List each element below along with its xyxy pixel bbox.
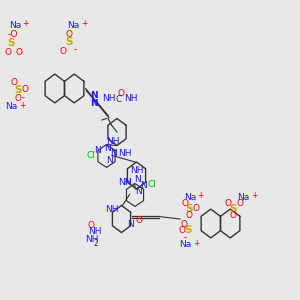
Text: +: + [19, 100, 25, 109]
Text: O: O [182, 199, 188, 208]
Text: +: + [193, 238, 199, 247]
Text: Cl: Cl [86, 152, 95, 160]
Text: NH: NH [106, 136, 120, 146]
Text: O: O [22, 85, 28, 94]
Text: +: + [22, 20, 29, 28]
Text: Na: Na [9, 21, 21, 30]
Text: N: N [104, 144, 111, 153]
Text: O: O [117, 89, 124, 98]
Text: -: - [74, 45, 77, 54]
Text: S: S [14, 85, 22, 95]
Text: -: - [22, 93, 25, 102]
Text: Na: Na [68, 21, 80, 30]
Text: S: S [65, 37, 73, 47]
Text: O: O [236, 199, 243, 208]
Text: O: O [14, 94, 21, 103]
Text: O: O [65, 30, 72, 39]
Text: -O: -O [8, 30, 18, 39]
Text: N: N [124, 178, 131, 187]
Text: O: O [4, 48, 11, 57]
Text: N: N [90, 99, 98, 108]
Text: NH: NH [85, 235, 99, 244]
Text: N: N [128, 220, 134, 229]
Text: O: O [185, 212, 192, 220]
Text: N: N [110, 149, 117, 158]
Text: Na: Na [179, 240, 192, 249]
Text: O: O [178, 226, 185, 235]
Text: NH: NH [103, 94, 116, 103]
Text: N: N [90, 91, 98, 100]
Text: N: N [136, 187, 142, 196]
Text: C: C [116, 95, 122, 104]
Text: +: + [197, 191, 204, 200]
Text: O: O [192, 204, 199, 213]
Text: +: + [251, 191, 257, 200]
Text: S: S [230, 204, 237, 214]
Text: O: O [180, 220, 187, 229]
Text: -: - [184, 233, 187, 242]
Text: NH: NH [124, 94, 137, 103]
Text: +: + [81, 20, 87, 28]
Text: NH: NH [130, 166, 143, 175]
Text: O: O [60, 46, 67, 56]
Text: Na: Na [238, 193, 250, 202]
Text: N: N [94, 146, 101, 155]
Text: Na: Na [5, 102, 18, 111]
Text: N: N [134, 175, 141, 184]
Text: Cl: Cl [147, 180, 156, 189]
Text: S: S [185, 204, 193, 214]
Text: O: O [230, 212, 236, 220]
Text: S: S [8, 38, 15, 49]
Text: O: O [87, 220, 94, 230]
Text: O: O [136, 216, 143, 225]
Text: S: S [184, 225, 191, 236]
Text: NH: NH [118, 148, 131, 158]
Text: Na: Na [184, 193, 197, 202]
Text: 2: 2 [94, 239, 99, 248]
Text: O: O [11, 78, 17, 87]
Text: O: O [224, 199, 231, 208]
Text: N: N [140, 181, 147, 190]
Text: NH: NH [105, 206, 119, 214]
Text: O: O [16, 48, 23, 57]
Text: NH: NH [88, 227, 101, 236]
Text: NH: NH [118, 178, 131, 187]
Text: N: N [106, 156, 113, 165]
